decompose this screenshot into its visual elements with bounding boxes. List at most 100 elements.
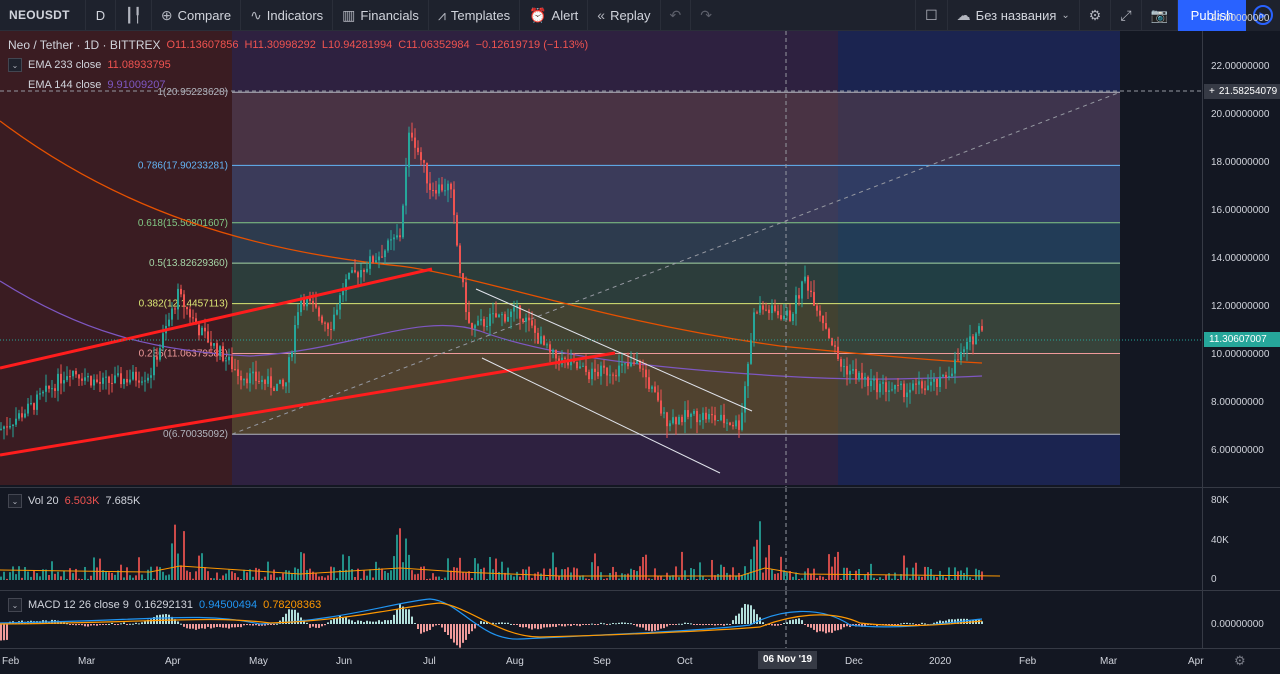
candle-body	[519, 305, 521, 319]
volume-pane[interactable]: ⌄ Vol 20 6.503K 7.685K	[0, 488, 1202, 590]
candle-body	[603, 365, 605, 368]
symbol-search-button[interactable]: NEOUSDT	[0, 0, 86, 31]
alert-button[interactable]: ⏰ Alert	[520, 0, 589, 31]
indicators-button[interactable]: ∿ Indicators	[241, 0, 334, 31]
macd-histogram-bar	[186, 624, 188, 629]
volume-bar	[930, 569, 932, 580]
volume-axis[interactable]: 80K 40K 0	[1202, 488, 1280, 590]
publish-button[interactable]: Publish	[1178, 0, 1246, 31]
time-axis[interactable]: Feb Mar Apr May Jun Jul Aug Sep Oct 06 N…	[0, 648, 1280, 674]
macd-histogram-bar	[951, 619, 953, 624]
volume-bar	[243, 569, 245, 580]
fib-retracement[interactable]: 1(20.95223628) 0.786(17.90233281) 0.618(15…	[138, 87, 1121, 440]
layout-name-button[interactable]: ☁ Без названия ⌄	[948, 0, 1080, 31]
last-price-tag: 11.30607007	[1204, 332, 1280, 347]
candle-body	[114, 375, 116, 384]
price-axis[interactable]: 24.00000000 22.00000000 20.00000000 18.0000…	[1202, 13, 1280, 487]
volume-bar	[402, 562, 404, 580]
macd-axis[interactable]: 0.00000000	[1202, 591, 1280, 648]
volume-bar	[873, 577, 875, 580]
collapse-macd-icon[interactable]: ⌄	[8, 598, 22, 612]
macd-histogram-bar	[798, 618, 800, 624]
undo-button[interactable]: ↶	[661, 0, 692, 31]
settings-button[interactable]: ⚙	[1080, 0, 1112, 31]
volume-bar	[438, 576, 440, 580]
macd-histogram-bar	[198, 624, 200, 629]
screenshot-button[interactable]: 📷	[1142, 0, 1178, 31]
main-chart-canvas[interactable]: 1(20.95223628) 0.786(17.90233281) 0.618(15…	[0, 31, 1202, 487]
candle-body	[324, 322, 326, 324]
macd-pane[interactable]: ⌄ MACD 12 26 close 9 0.16292131 0.945004…	[0, 591, 1202, 648]
layout-toggle-button[interactable]: ☐	[915, 0, 948, 31]
trendline-upper[interactable]	[0, 267, 433, 370]
volume-bar	[114, 574, 116, 580]
drawings[interactable]	[0, 267, 753, 474]
macd-histogram-bar	[414, 622, 416, 624]
volume-bar	[168, 574, 170, 580]
financials-button[interactable]: ▥ Financials	[333, 0, 429, 31]
compare-button[interactable]: ⊕ Compare	[152, 0, 242, 31]
macd-histogram-bar	[192, 624, 194, 629]
volume-bar	[93, 557, 95, 580]
macd-histogram-bar	[789, 620, 791, 624]
volume-bar	[396, 534, 398, 580]
candle-body	[291, 351, 293, 358]
macd-histogram-bar	[411, 616, 413, 624]
ema144-legend[interactable]: EMA 144 close 9.91009207	[28, 79, 166, 91]
macd-histogram-bar	[609, 623, 611, 625]
volume-bar	[249, 569, 251, 580]
templates-button[interactable]: ⩘ Templates	[429, 0, 521, 31]
macd-histogram-bar	[753, 609, 755, 624]
candle-body	[51, 388, 53, 390]
candle-body	[789, 310, 791, 322]
macd-histogram-bar	[417, 624, 419, 629]
replay-button[interactable]: «Replay	[588, 0, 661, 31]
pane-separator[interactable]	[0, 590, 1280, 591]
volume-bar	[888, 573, 890, 580]
pane-separator[interactable]	[0, 487, 1280, 488]
interval-button[interactable]: D	[86, 0, 116, 31]
candle-body	[645, 369, 647, 378]
candle-body	[6, 426, 8, 428]
volume-bar	[933, 575, 935, 580]
redo-button[interactable]: ↷	[691, 0, 721, 31]
candle-body	[312, 300, 314, 304]
macd-histogram-bar	[786, 622, 788, 624]
fullscreen-button[interactable]: ⤢	[1111, 0, 1142, 31]
volume-bar	[972, 579, 974, 580]
candle-body	[960, 351, 962, 361]
channel-upper[interactable]	[475, 288, 753, 412]
candle-body	[462, 273, 464, 283]
volume-bar	[945, 577, 947, 580]
macd-legend[interactable]: ⌄ MACD 12 26 close 9 0.16292131 0.945004…	[8, 598, 321, 612]
ema233-legend[interactable]: ⌄ EMA 233 close 11.08933795	[8, 58, 171, 72]
collapse-vol-icon[interactable]: ⌄	[8, 494, 22, 508]
volume-bar	[912, 567, 914, 580]
macd-histogram-bar	[219, 624, 221, 628]
candle-body	[657, 392, 659, 401]
candle-body	[564, 357, 566, 359]
volume-bar	[108, 572, 110, 580]
candle-body	[102, 377, 104, 384]
volume-bar	[39, 576, 41, 580]
volume-bar	[825, 579, 827, 580]
time-tick: Apr	[165, 656, 181, 667]
macd-v3: 0.78208363	[263, 599, 322, 611]
candle-body	[546, 344, 548, 346]
play-button[interactable]: ▶	[1246, 0, 1280, 31]
channel-lower[interactable]	[481, 357, 721, 474]
candle-body	[78, 374, 80, 379]
volume-bar	[741, 575, 743, 580]
volume-legend[interactable]: ⌄ Vol 20 6.503K 7.685K	[8, 494, 140, 508]
macd-histogram-bar	[651, 624, 653, 632]
axis-settings-icon[interactable]: ⚙	[1234, 653, 1246, 668]
macd-histogram-bar	[723, 624, 725, 626]
volume-bar	[150, 566, 152, 580]
candle-body	[18, 413, 20, 419]
time-tick: Feb	[1019, 656, 1037, 667]
main-chart-pane[interactable]: 1(20.95223628) 0.786(17.90233281) 0.618(15…	[0, 31, 1202, 487]
macd-histogram-bar	[273, 624, 275, 625]
chart-style-button[interactable]: ┃╿	[116, 0, 152, 31]
collapse-legend-icon[interactable]: ⌄	[8, 58, 22, 72]
trendline-lower[interactable]	[0, 351, 616, 457]
